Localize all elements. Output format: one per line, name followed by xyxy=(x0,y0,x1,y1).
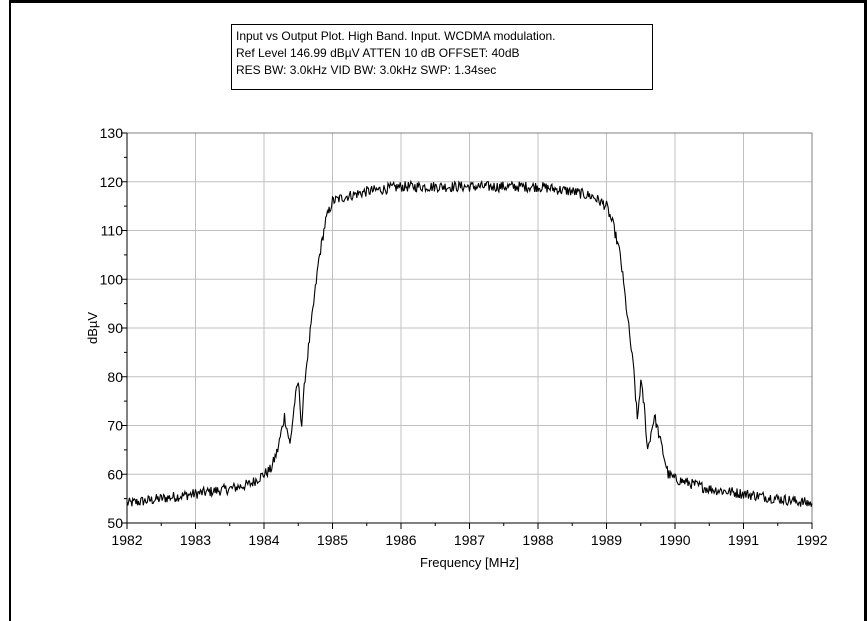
x-tick-label: 1992 xyxy=(796,532,827,548)
y-tick-label: 50 xyxy=(107,515,123,531)
x-tick-label: 1987 xyxy=(454,532,485,548)
y-tick-label: 60 xyxy=(107,466,123,482)
y-tick-label: 130 xyxy=(100,125,124,141)
y-tick-label: 80 xyxy=(107,369,123,385)
info-line-ref-level: Ref Level 146.99 dBµV ATTEN 10 dB OFFSET… xyxy=(236,46,520,60)
measurement-info-box: Input vs Output Plot. High Band. Input. … xyxy=(231,24,653,90)
y-tick-label: 90 xyxy=(107,320,123,336)
frame-border-top xyxy=(9,0,867,3)
x-tick-label: 1986 xyxy=(385,532,416,548)
info-line-title: Input vs Output Plot. High Band. Input. … xyxy=(236,29,556,43)
y-tick-label: 110 xyxy=(101,223,124,239)
frame-border-right xyxy=(864,0,867,621)
x-tick-label: 1990 xyxy=(659,532,690,548)
y-tick-label: 100 xyxy=(100,271,124,287)
spectrum-trace xyxy=(126,179,813,507)
x-tick-label: 1985 xyxy=(317,532,348,548)
frame-border-left xyxy=(9,0,11,621)
x-tick-label: 1982 xyxy=(111,532,142,548)
x-axis-label: Frequency [MHz] xyxy=(420,555,519,570)
y-tick-label: 120 xyxy=(100,174,124,190)
x-tick-label: 1988 xyxy=(522,532,553,548)
x-tick-label: 1989 xyxy=(591,532,622,548)
x-tick-label: 1991 xyxy=(728,532,759,548)
x-tick-label: 1984 xyxy=(248,532,279,548)
y-tick-label: 70 xyxy=(107,418,123,434)
x-tick-label: 1983 xyxy=(180,532,211,548)
y-axis-label: dBµV xyxy=(85,312,100,344)
info-line-bandwidth: RES BW: 3.0kHz VID BW: 3.0kHz SWP: 1.34s… xyxy=(236,63,497,77)
